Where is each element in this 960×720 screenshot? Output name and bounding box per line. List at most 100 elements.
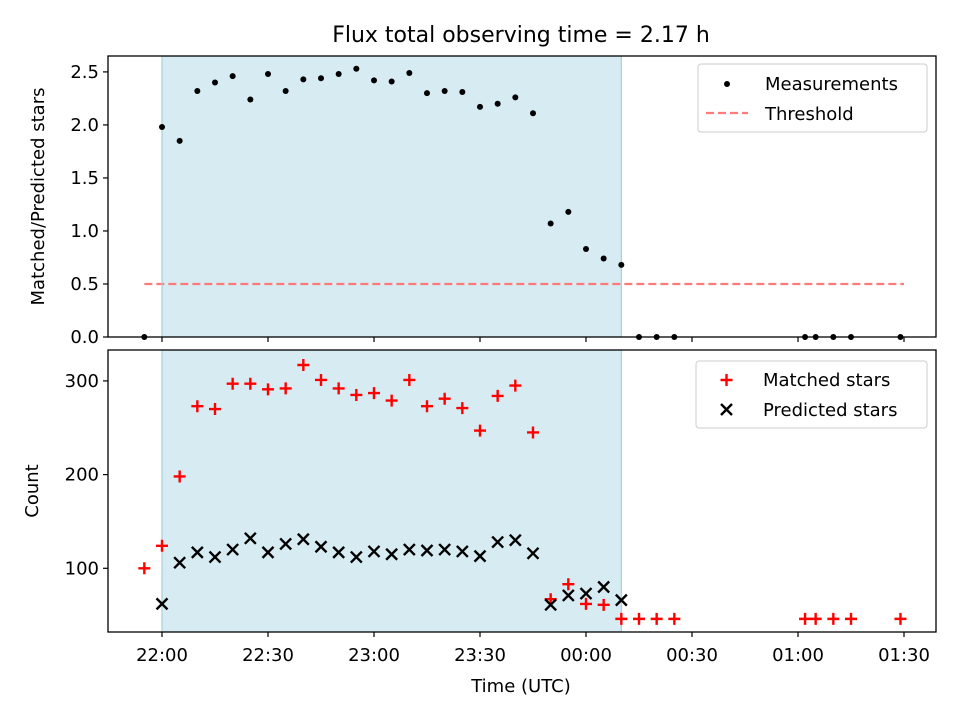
x-tick-label: 01:00 [772, 645, 824, 666]
measurement-point [583, 245, 589, 252]
predicted-stars-point [314, 540, 328, 554]
count-y-axis-label: Count [22, 464, 43, 517]
count-panel-frame [107, 349, 937, 633]
measurement-point [282, 87, 289, 94]
measurement-point [459, 89, 466, 96]
predicted-stars-point [367, 545, 381, 558]
measurement-point [494, 100, 501, 107]
measurement-point [477, 103, 483, 110]
measurement-point [335, 71, 342, 78]
legend-predicted-marker [720, 403, 733, 416]
predicted-stars-point [155, 597, 169, 611]
matched-stars-point [209, 403, 221, 416]
measurement-point [371, 77, 377, 84]
predicted-stars-point [561, 589, 575, 602]
matched-stars-point [403, 373, 416, 386]
ratio-legend: Measurements Threshold [697, 63, 928, 133]
count-y-tick-label: 100 [65, 558, 99, 579]
measurement-point [388, 78, 395, 85]
matched-stars-point [456, 402, 469, 415]
predicted-stars-point [544, 598, 558, 612]
measurement-point [265, 71, 271, 78]
predicted-stars-point [332, 546, 346, 559]
measurement-point [618, 261, 625, 268]
measurement-point [247, 96, 254, 103]
matched-stars-point [438, 392, 451, 405]
matched-stars-point [332, 382, 345, 395]
ratio-panel: 0.0 0.5 1.0 1.5 2.0 2.5 Matched/Predicted sta… [28, 55, 937, 348]
count-legend: Matched stars Predicted stars [695, 360, 928, 429]
predicted-stars-point [473, 549, 487, 563]
count-y-tick-label: 200 [65, 465, 99, 486]
ratio-legend-box [697, 63, 928, 133]
measurement-point [547, 220, 554, 227]
matched-stars-point [226, 377, 239, 390]
x-tick-label: 23:30 [454, 645, 506, 666]
x-tick-label: 00:00 [560, 645, 612, 666]
ratio-y-tick-label: 2.0 [70, 115, 99, 136]
matched-stars-point [385, 394, 398, 407]
legend-threshold-label: Threshold [764, 104, 854, 125]
matched-stars-point [799, 612, 812, 625]
predicted-stars-point [455, 545, 469, 558]
matched-stars-point [156, 539, 168, 552]
predicted-stars-point [420, 544, 434, 557]
count-y-tick-label: 300 [65, 371, 99, 392]
matched-stars-point [809, 612, 822, 625]
legend-measurements-marker [724, 81, 730, 87]
predicted-stars-point [438, 543, 452, 556]
measurement-point [530, 110, 536, 117]
measurement-point [406, 69, 413, 76]
matched-stars-point [894, 612, 907, 625]
ratio-y-tick-label: 1.0 [70, 221, 99, 242]
ratio-y-axis-label: Matched/Predicted stars [28, 88, 49, 306]
legend-predicted-label: Predicted stars [763, 400, 897, 421]
x-tick-label: 22:00 [136, 645, 188, 666]
legend-matched-label: Matched stars [763, 370, 890, 391]
matched-stars-point [173, 470, 186, 483]
ratio-panel-frame [107, 55, 937, 338]
predicted-stars-point [279, 537, 293, 551]
matched-stars-point [668, 612, 681, 625]
measurement-point [565, 208, 572, 215]
matched-stars-point [650, 612, 663, 625]
measurement-point [212, 79, 218, 86]
legend-matched-marker [720, 374, 733, 386]
matched-stars-point [279, 382, 292, 395]
predicted-stars-point [261, 546, 275, 559]
matched-stars-point [580, 597, 592, 610]
matched-stars-point [315, 373, 327, 386]
measurement-point [300, 76, 307, 83]
predicted-stars-point [208, 550, 222, 564]
predicted-stars-point [597, 580, 611, 594]
predicted-stars-point [614, 593, 628, 607]
measurement-point [512, 94, 519, 101]
predicted-stars-point [385, 547, 399, 561]
ratio-y-tick-label: 1.5 [70, 168, 99, 189]
matched-stars-point [633, 612, 645, 625]
ratio-y-tick-label: 0.0 [70, 327, 99, 348]
matched-stars-point [350, 388, 363, 401]
matched-stars-point [244, 377, 257, 390]
matched-stars-point [138, 562, 151, 575]
matched-stars-point [474, 424, 486, 437]
count-legend-box [695, 360, 928, 429]
ratio-panel-shade [162, 56, 622, 337]
predicted-stars-point [349, 550, 363, 564]
predicted-stars-point [491, 535, 505, 549]
predicted-stars-point [508, 533, 522, 547]
predicted-stars-point [243, 531, 257, 545]
matched-stars-point [368, 387, 380, 400]
x-tick-label: 23:00 [348, 645, 400, 666]
matched-stars-point [491, 389, 504, 402]
measurement-point [424, 90, 430, 97]
matched-stars-point [615, 612, 628, 625]
x-tick-label: 22:30 [242, 645, 294, 666]
measurement-point [159, 124, 165, 131]
ratio-y-tick-label: 0.5 [70, 274, 99, 295]
predicted-stars-point [579, 587, 593, 600]
legend-measurements-label: Measurements [765, 74, 898, 95]
measurement-point [318, 75, 324, 82]
count-panel-shade [162, 350, 622, 632]
